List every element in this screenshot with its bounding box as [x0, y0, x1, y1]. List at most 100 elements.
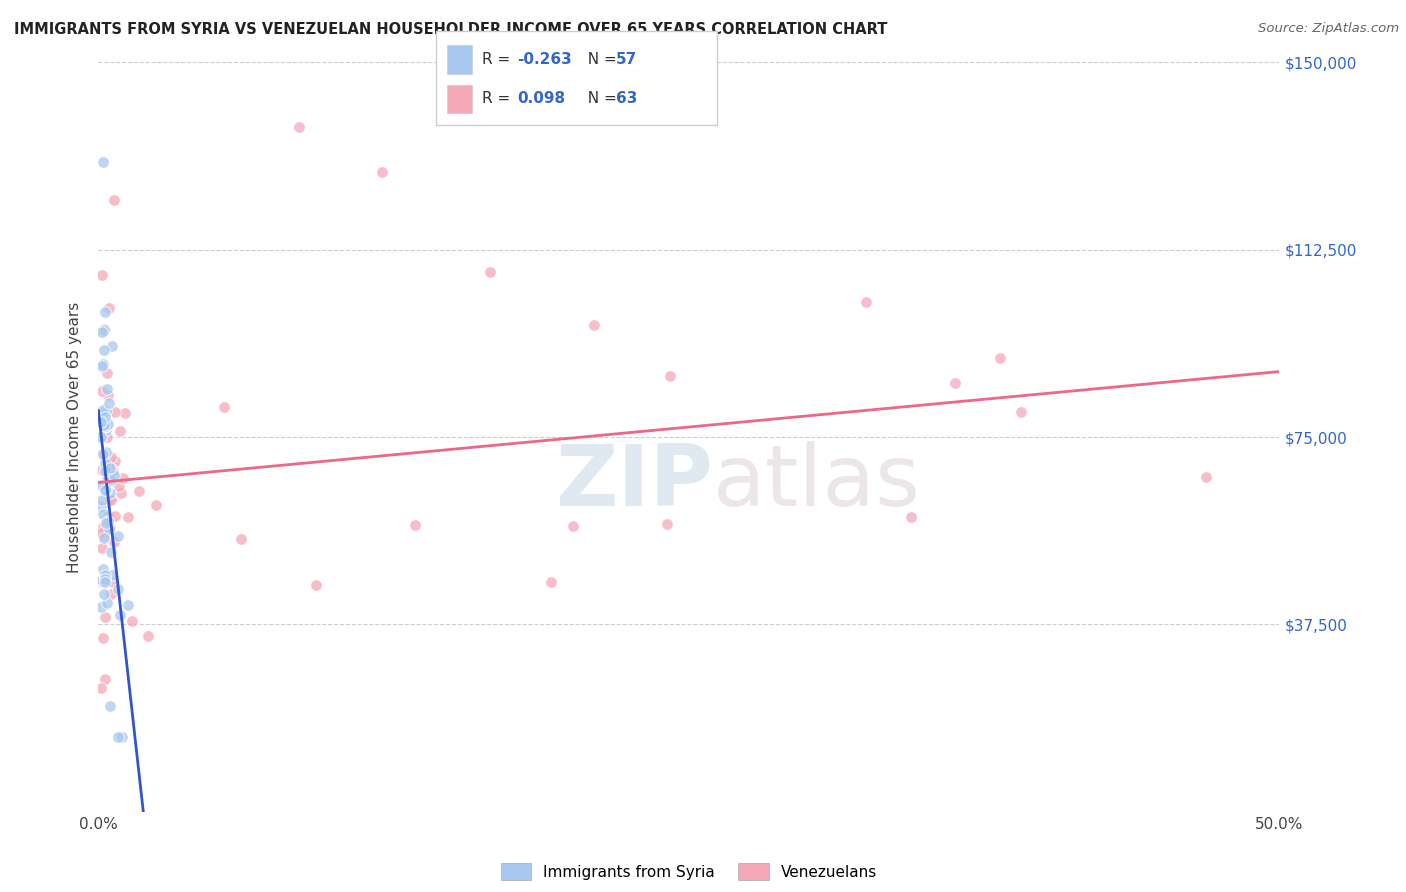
- Point: [103, 468, 125, 483]
- Point: [478, 265, 501, 279]
- Point: [91, 402, 114, 417]
- Point: [540, 575, 562, 590]
- Point: [104, 509, 127, 524]
- Point: [97, 396, 120, 410]
- Point: [110, 486, 132, 500]
- Text: -0.263: -0.263: [517, 53, 572, 67]
- Point: [91, 520, 114, 534]
- Point: [94, 305, 117, 319]
- Legend: Immigrants from Syria, Venezuelans: Immigrants from Syria, Venezuelans: [495, 856, 883, 887]
- Point: [94, 609, 117, 624]
- Point: [91, 155, 114, 169]
- Point: [90, 600, 112, 615]
- Point: [145, 498, 167, 512]
- Text: ZIP: ZIP: [555, 441, 713, 524]
- Point: [91, 492, 114, 507]
- Point: [945, 376, 967, 391]
- Point: [94, 672, 117, 686]
- Point: [112, 471, 135, 485]
- Point: [93, 323, 115, 337]
- Point: [111, 730, 134, 744]
- Text: IMMIGRANTS FROM SYRIA VS VENEZUELAN HOUSEHOLDER INCOME OVER 65 YEARS CORRELATION: IMMIGRANTS FROM SYRIA VS VENEZUELAN HOUS…: [14, 22, 887, 37]
- Point: [104, 405, 127, 419]
- Point: [90, 463, 112, 477]
- Point: [117, 509, 139, 524]
- Point: [94, 483, 117, 497]
- Point: [91, 541, 114, 556]
- Point: [98, 460, 121, 475]
- Point: [212, 400, 235, 414]
- Y-axis label: Householder Income Over 65 years: Householder Income Over 65 years: [67, 301, 83, 573]
- Point: [582, 318, 605, 332]
- Point: [104, 454, 127, 468]
- Point: [100, 545, 122, 559]
- Point: [1195, 469, 1218, 483]
- Point: [100, 587, 122, 601]
- Point: [658, 369, 681, 384]
- Point: [988, 351, 1011, 365]
- Point: [121, 614, 143, 628]
- Point: [108, 479, 131, 493]
- Text: 0.098: 0.098: [517, 91, 565, 105]
- Point: [101, 464, 124, 478]
- Point: [97, 388, 120, 402]
- Point: [98, 301, 121, 315]
- Point: [98, 485, 121, 500]
- Point: [93, 575, 115, 590]
- Point: [900, 510, 922, 524]
- Point: [128, 484, 150, 499]
- Text: Source: ZipAtlas.com: Source: ZipAtlas.com: [1258, 22, 1399, 36]
- Point: [94, 419, 117, 434]
- Point: [90, 499, 112, 513]
- Point: [657, 516, 679, 531]
- Point: [103, 193, 125, 207]
- Point: [93, 631, 115, 645]
- Point: [93, 587, 115, 601]
- Point: [94, 572, 117, 586]
- Point: [91, 562, 114, 576]
- Point: [100, 473, 122, 487]
- Point: [108, 607, 131, 622]
- Point: [94, 419, 117, 434]
- Point: [94, 483, 117, 497]
- Point: [94, 404, 117, 418]
- Point: [90, 415, 112, 429]
- Point: [93, 418, 115, 433]
- Point: [103, 534, 125, 549]
- Point: [107, 730, 129, 744]
- Point: [94, 568, 117, 582]
- Point: [107, 529, 129, 543]
- Text: atlas: atlas: [713, 441, 921, 524]
- Point: [136, 629, 159, 643]
- Point: [562, 519, 585, 533]
- Point: [288, 120, 311, 135]
- Point: [98, 492, 121, 507]
- Point: [90, 446, 112, 460]
- Point: [90, 574, 112, 589]
- Point: [90, 681, 112, 695]
- Point: [90, 526, 112, 541]
- Point: [90, 430, 112, 444]
- Point: [93, 322, 115, 336]
- Point: [96, 596, 118, 610]
- Point: [107, 582, 129, 597]
- Point: [98, 521, 121, 535]
- Point: [94, 516, 117, 530]
- Point: [110, 424, 132, 438]
- Point: [96, 366, 118, 380]
- Point: [117, 598, 139, 612]
- Point: [855, 294, 877, 309]
- Point: [93, 573, 115, 587]
- Text: R =: R =: [482, 91, 516, 105]
- Text: N =: N =: [578, 91, 621, 105]
- Point: [90, 325, 112, 339]
- Point: [93, 531, 115, 545]
- Point: [94, 445, 117, 459]
- Point: [229, 532, 252, 546]
- Point: [93, 447, 115, 461]
- Point: [404, 518, 426, 533]
- Point: [1010, 405, 1032, 419]
- Point: [90, 384, 112, 398]
- Text: R =: R =: [482, 53, 516, 67]
- Point: [100, 450, 122, 465]
